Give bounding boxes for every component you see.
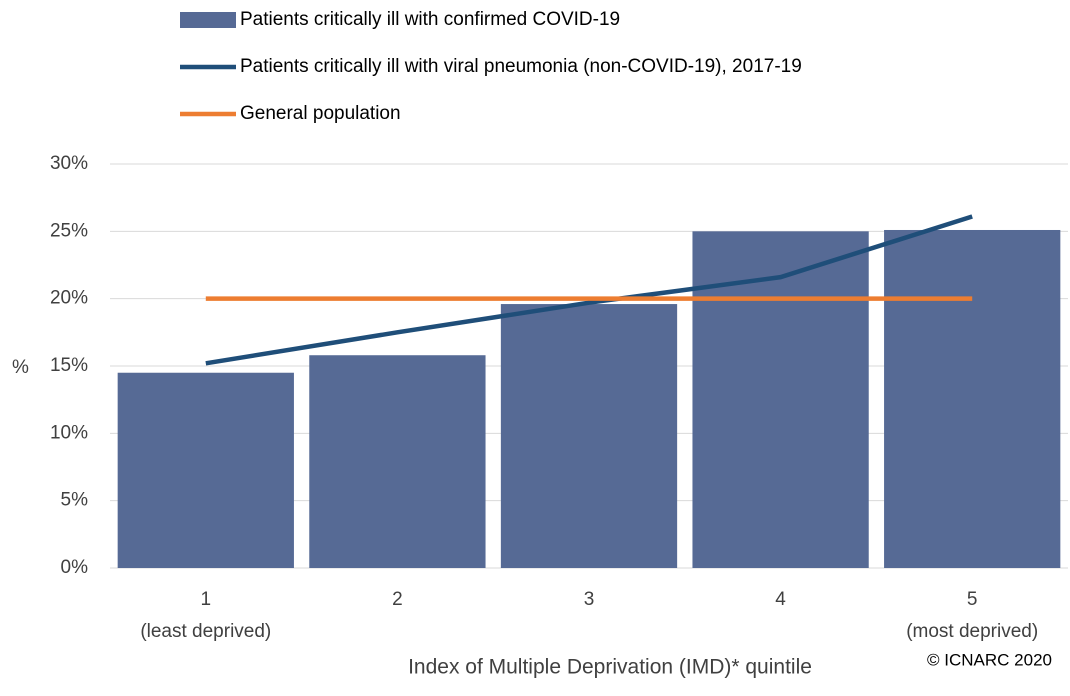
x-tick-label: 5 — [967, 589, 978, 610]
y-tick-label: 20% — [50, 288, 88, 309]
legend-label: General population — [240, 103, 401, 124]
x-tick-label: 1 — [201, 589, 212, 610]
legend-label: Patients critically ill with confirmed C… — [240, 9, 620, 30]
y-tick-label: 30% — [50, 153, 88, 174]
x-tick-label: 3 — [584, 589, 595, 610]
bar — [500, 304, 678, 568]
bar — [117, 372, 294, 568]
x-tick-label: 2 — [392, 589, 403, 610]
y-axis-label: % — [12, 357, 29, 378]
copyright: © ICNARC 2020 — [927, 650, 1052, 669]
x-tick-note: (most deprived) — [906, 621, 1038, 642]
bar — [309, 355, 486, 568]
bar — [692, 231, 869, 569]
line — [205, 214, 973, 366]
y-tick-label: 5% — [61, 490, 89, 511]
x-axis-label: Index of Multiple Deprivation (IMD)* qui… — [408, 656, 812, 679]
legend-label: Patients critically ill with viral pneum… — [240, 56, 802, 77]
y-tick-label: 15% — [50, 355, 88, 376]
x-tick-label: 4 — [775, 589, 786, 610]
x-tick-note: (least deprived) — [140, 621, 271, 642]
bar — [884, 229, 1061, 568]
y-tick-label: 0% — [61, 557, 89, 578]
y-tick-label: 10% — [50, 422, 88, 443]
legend-swatch — [180, 12, 236, 28]
y-tick-label: 25% — [50, 220, 88, 241]
